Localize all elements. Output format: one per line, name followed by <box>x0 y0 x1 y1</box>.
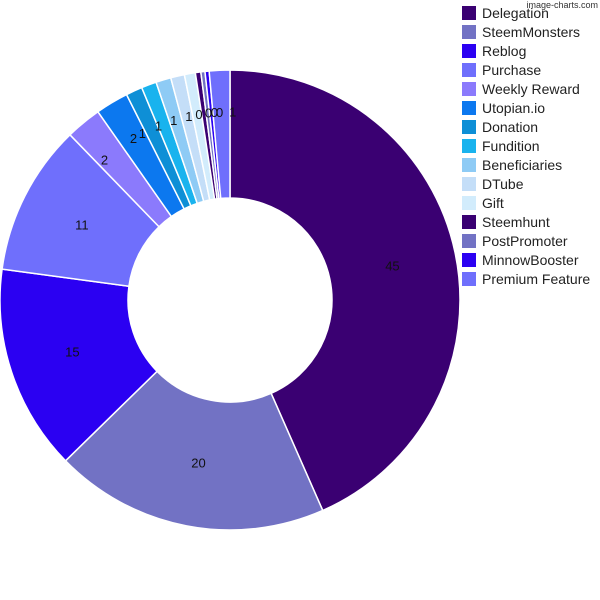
legend-label: Fundition <box>482 137 540 154</box>
legend-swatch <box>462 62 476 77</box>
legend-item-dtube: DTube <box>462 174 590 193</box>
chart-legend: Delegation SteemMonsters Reblog Purchase Wee… <box>462 3 590 288</box>
legend-swatch <box>462 176 476 191</box>
slice-reblog <box>0 268 159 462</box>
legend-swatch <box>462 157 476 172</box>
data-label-beneficiaries: 1 <box>170 113 177 128</box>
data-label-weekly-reward: 2 <box>101 152 108 167</box>
data-label-reblog: 15 <box>65 345 79 360</box>
legend-item-delegation: Delegation <box>462 3 590 22</box>
legend-label: Premium Feature <box>482 270 591 287</box>
legend-item-purchase: Purchase <box>462 60 590 79</box>
legend-item-steemhunt: Steemhunt <box>462 212 590 231</box>
legend-swatch <box>462 252 476 267</box>
legend-label: SteemMonsters <box>482 23 581 40</box>
data-label-steemhunt: 0 <box>205 106 212 121</box>
legend-swatch <box>462 43 476 58</box>
legend-label: Weekly Reward <box>482 80 580 97</box>
watermark: image-charts.com <box>526 0 598 10</box>
legend-label: Reblog <box>482 42 527 59</box>
legend-item-premium-feature: Premium Feature <box>462 269 590 288</box>
legend-label: MinnowBooster <box>482 251 579 268</box>
legend-label: Steemhunt <box>482 213 550 230</box>
legend-label: Utopian.io <box>482 99 546 116</box>
legend-item-utopian-io: Utopian.io <box>462 98 590 117</box>
legend-item-fundition: Fundition <box>462 136 590 155</box>
legend-swatch <box>462 233 476 248</box>
data-label-donation: 1 <box>139 126 146 141</box>
legend-label: Gift <box>482 194 504 211</box>
legend-label: Purchase <box>482 61 542 78</box>
legend-item-minnowbooster: MinnowBooster <box>462 250 590 269</box>
legend-item-gift: Gift <box>462 193 590 212</box>
slice-delegation <box>229 69 461 512</box>
legend-swatch <box>462 271 476 286</box>
data-label-delegation: 45 <box>385 258 399 273</box>
legend-swatch <box>462 214 476 229</box>
data-label-purchase: 11 <box>75 218 89 233</box>
legend-swatch <box>462 81 476 96</box>
legend-swatch <box>462 119 476 134</box>
legend-item-donation: Donation <box>462 117 590 136</box>
slice-steemmonsters <box>64 370 324 531</box>
chart-slices <box>0 69 461 531</box>
legend-item-reblog: Reblog <box>462 41 590 60</box>
legend-label: PostPromoter <box>482 232 568 249</box>
legend-label: Donation <box>482 118 539 135</box>
legend-item-steemmonsters: SteemMonsters <box>462 22 590 41</box>
legend-item-postpromoter: PostPromoter <box>462 231 590 250</box>
data-label-postpromoter: 0 <box>211 105 218 120</box>
legend-swatch <box>462 24 476 39</box>
legend-swatch <box>462 195 476 210</box>
data-label-dtube: 1 <box>185 109 192 124</box>
slice-premium-feature <box>208 69 231 200</box>
legend-label: DTube <box>482 175 524 192</box>
data-label-fundition: 1 <box>155 119 162 134</box>
legend-swatch <box>462 100 476 115</box>
legend-label: Delegation <box>482 4 549 21</box>
legend-swatch <box>462 138 476 153</box>
legend-swatch <box>462 5 476 20</box>
data-label-steemmonsters: 20 <box>191 455 205 470</box>
legend-item-weekly-reward: Weekly Reward <box>462 79 590 98</box>
data-label-minnowbooster: 0 <box>216 105 223 120</box>
legend-item-beneficiaries: Beneficiaries <box>462 155 590 174</box>
data-label-premium-feature: 1 <box>229 105 236 120</box>
data-label-gift: 0 <box>195 107 202 122</box>
data-label-utopian-io: 2 <box>130 131 137 146</box>
legend-label: Beneficiaries <box>482 156 563 173</box>
